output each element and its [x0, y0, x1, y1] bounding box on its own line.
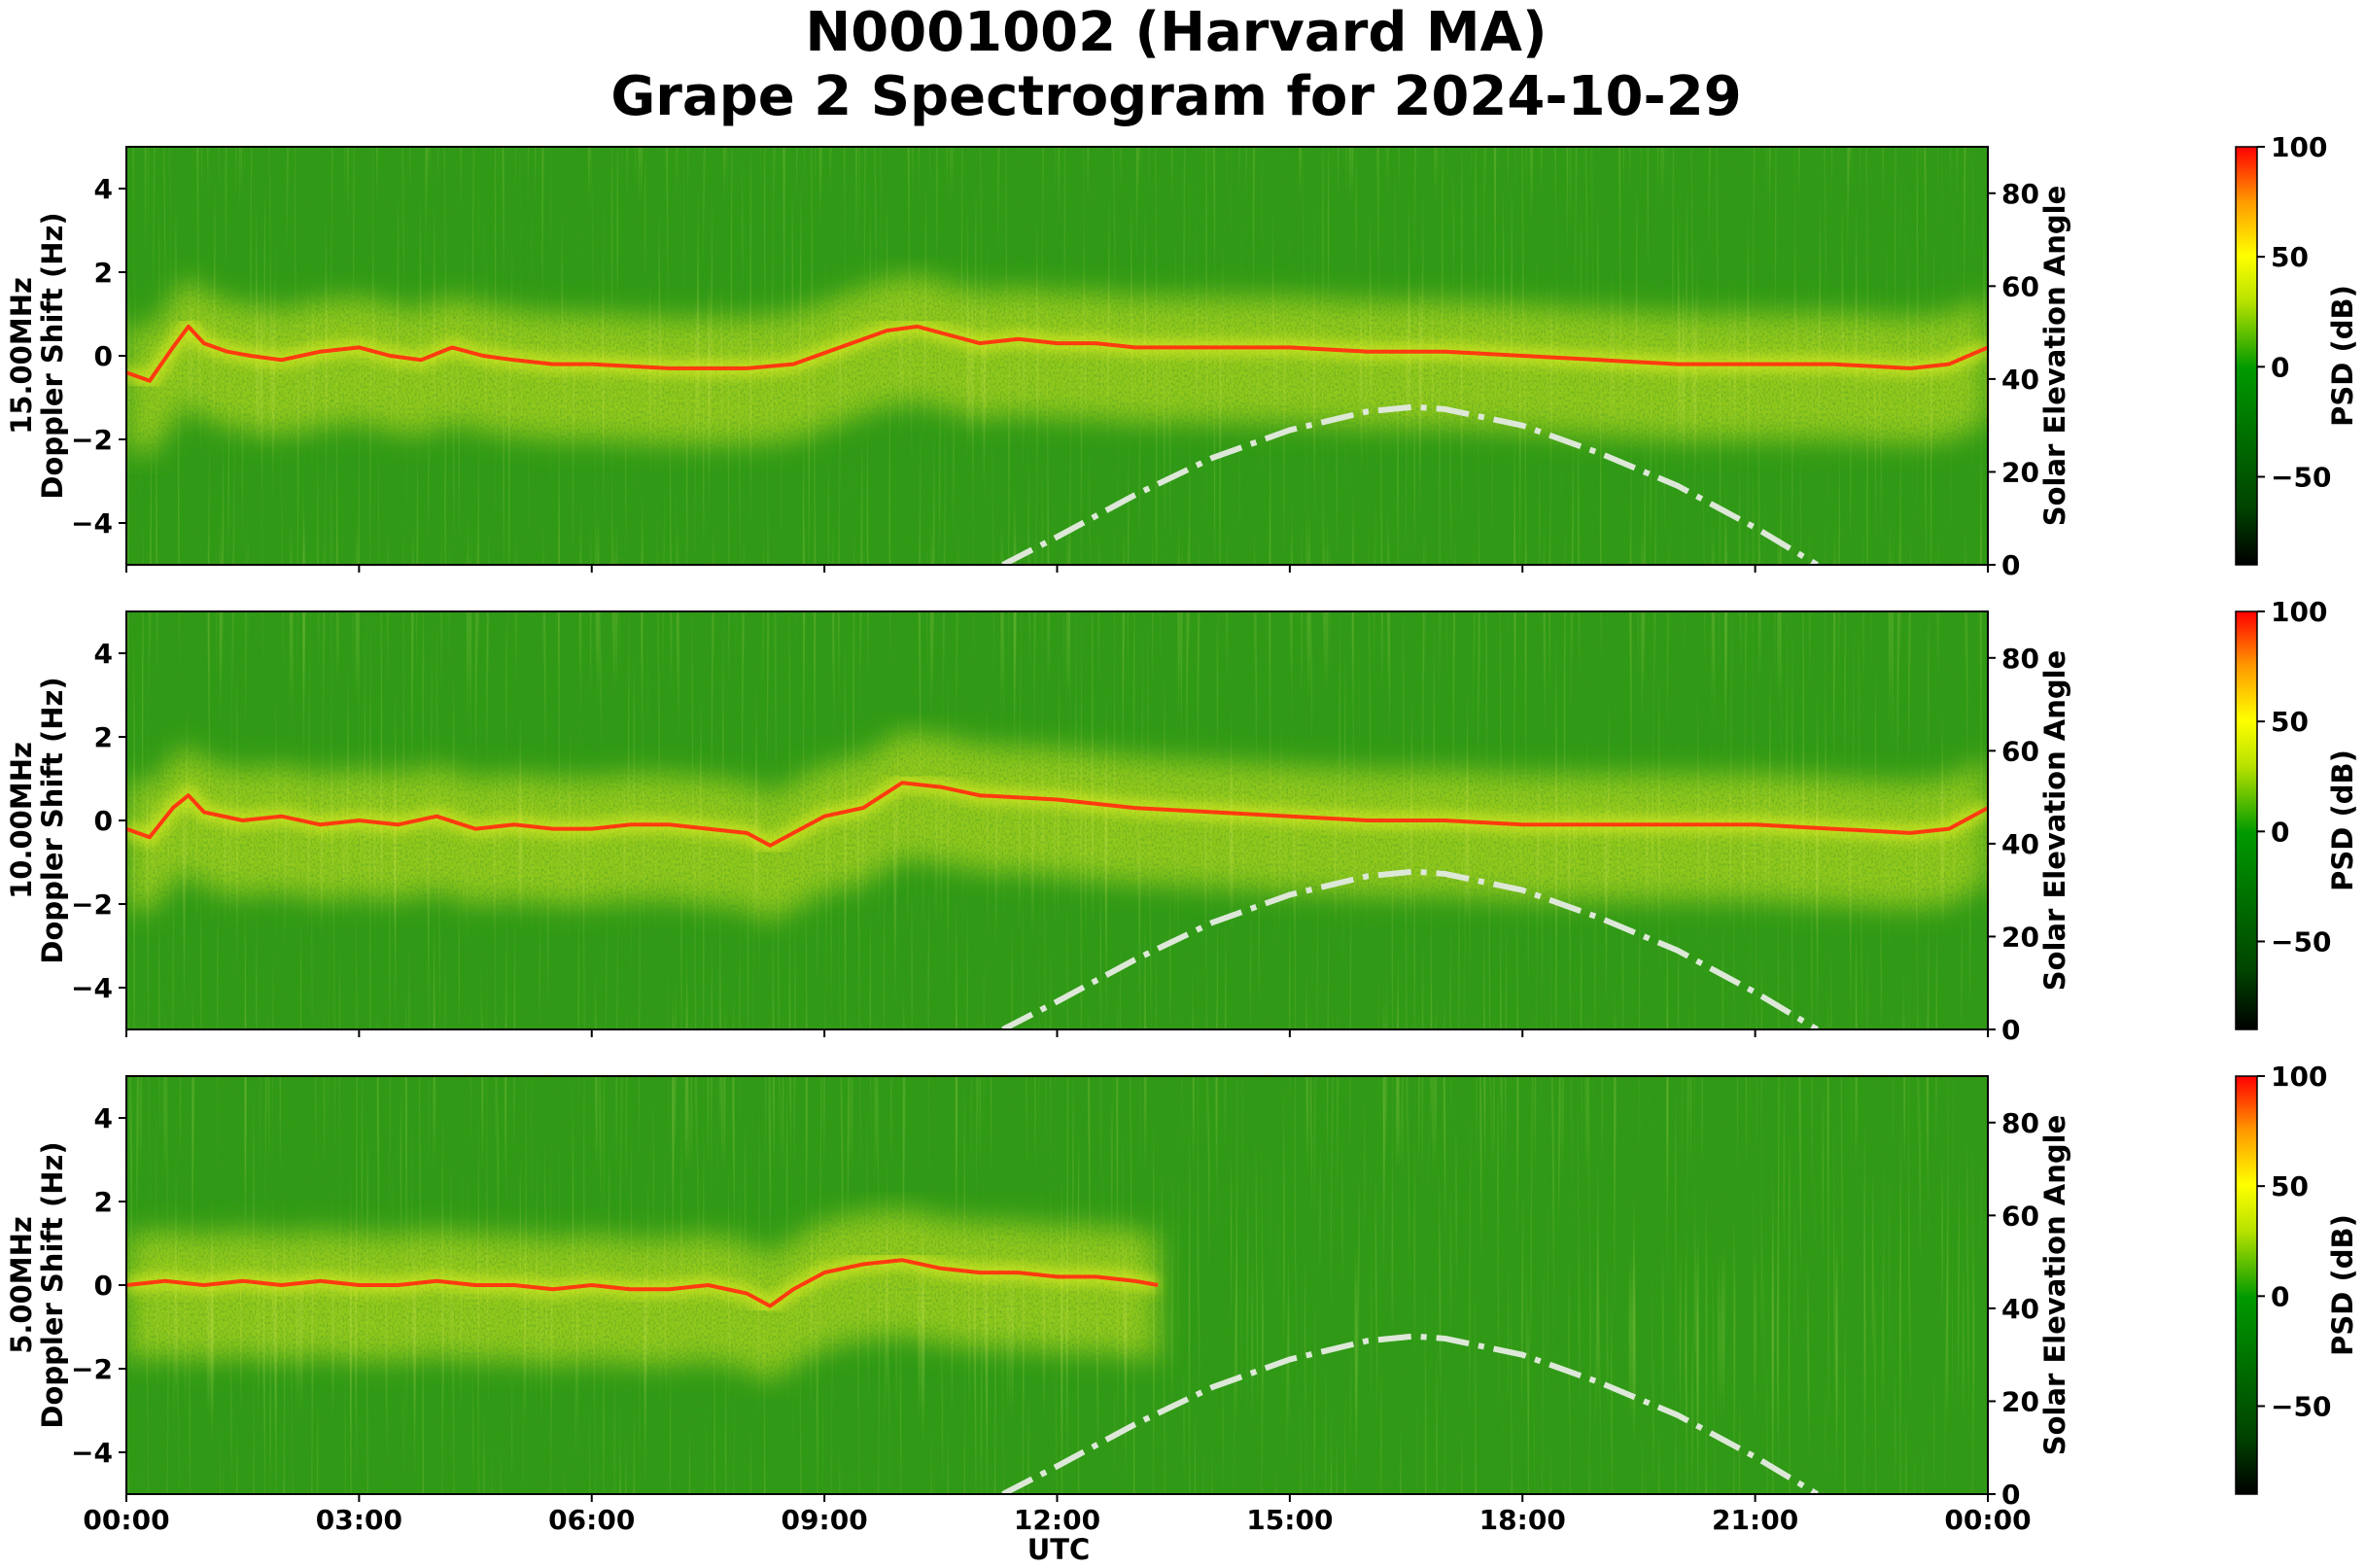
- y2-tick-label: 80: [2001, 1107, 2039, 1139]
- colorbar-label: PSD (dB): [2326, 285, 2359, 427]
- colorbar-tick-label: 50: [2271, 241, 2309, 273]
- y-tick-label: 0: [94, 1270, 113, 1302]
- y2-tick-label: 20: [2001, 1385, 2039, 1417]
- y2-axis-label: Solar Elevation Angle: [2038, 186, 2071, 527]
- x-tick-label: 06:00: [548, 1504, 635, 1536]
- heatmap: [126, 611, 1988, 1029]
- y-tick-label: 0: [94, 340, 113, 372]
- x-tick-label: 00:00: [83, 1504, 169, 1536]
- y2-tick-label: 40: [2001, 828, 2039, 860]
- y-tick-label: −4: [71, 972, 113, 1004]
- x-tick-label: 03:00: [316, 1504, 402, 1536]
- heatmap: [126, 147, 1988, 565]
- y-tick-label: −2: [71, 889, 113, 921]
- y2-axis-label: Solar Elevation Angle: [2038, 1115, 2071, 1456]
- doppler-trace: [126, 1258, 1159, 1308]
- y-tick-label: 4: [94, 638, 113, 670]
- y-axis-label: Doppler Shift (Hz): [36, 1141, 69, 1428]
- y2-tick-label: 0: [2001, 549, 2020, 581]
- y2-tick-label: 20: [2001, 456, 2039, 488]
- colorbar-tick-label: 50: [2271, 706, 2309, 738]
- y2-tick-label: 60: [2001, 270, 2039, 302]
- frequency-label: 15.00MHz: [5, 277, 38, 435]
- colorbar: −50 0 50 100 PSD (dB): [2235, 131, 2359, 566]
- y-tick-label: −4: [71, 1437, 113, 1469]
- y2-tick-label: 60: [2001, 735, 2039, 767]
- colorbar-label: PSD (dB): [2326, 749, 2359, 891]
- solar-elevation-curve: [1001, 1333, 1819, 1494]
- y-tick-label: −2: [71, 424, 113, 456]
- doppler-trace: [126, 781, 1988, 848]
- colorbar: −50 0 50 100 PSD (dB): [2235, 596, 2359, 1030]
- y2-tick-label: 80: [2001, 178, 2039, 210]
- x-axis-label: UTC: [1027, 1533, 1091, 1566]
- frequency-label: 10.00MHz: [5, 742, 38, 899]
- y2-tick-label: 40: [2001, 1293, 2039, 1325]
- y-tick-label: 4: [94, 1102, 113, 1134]
- heatmap: [126, 1076, 1988, 1494]
- figure-title-line2: Grape 2 Spectrogram for 2024-10-29: [610, 65, 1741, 128]
- colorbar-label: PSD (dB): [2326, 1214, 2359, 1356]
- colorbar-gradient: [2235, 610, 2258, 1030]
- x-tick-label: 15:00: [1246, 1504, 1333, 1536]
- x-tick-label: 18:00: [1479, 1504, 1566, 1536]
- y-tick-label: 2: [94, 1186, 113, 1218]
- colorbar-tick-label: −50: [2271, 461, 2331, 493]
- colorbar-gradient: [2235, 146, 2258, 566]
- y-tick-label: 2: [94, 721, 113, 753]
- solar-elevation-curve: [1001, 403, 1819, 565]
- x-tick-label: 21:00: [1712, 1504, 1798, 1536]
- y2-tick-label: 20: [2001, 921, 2039, 953]
- y2-tick-label: 0: [2001, 1014, 2020, 1046]
- y-tick-label: 2: [94, 257, 113, 289]
- y-tick-label: −2: [71, 1353, 113, 1385]
- x-tick-label: 09:00: [782, 1504, 868, 1536]
- colorbar-gradient: [2235, 1075, 2258, 1495]
- y-axis-label: Doppler Shift (Hz): [36, 212, 69, 499]
- y-tick-label: 4: [94, 173, 113, 205]
- y2-tick-label: 40: [2001, 364, 2039, 396]
- y2-tick-label: 80: [2001, 643, 2039, 675]
- colorbar-tick-label: 100: [2271, 1061, 2327, 1093]
- colorbar-tick-label: −50: [2271, 925, 2331, 958]
- y-tick-label: 0: [94, 805, 113, 837]
- x-tick-label: 00:00: [1944, 1504, 2031, 1536]
- colorbar-tick-label: −50: [2271, 1390, 2331, 1422]
- colorbar-tick-label: 0: [2271, 816, 2289, 848]
- x-tick-label: 12:00: [1014, 1504, 1100, 1536]
- doppler-trace: [126, 324, 1988, 383]
- y-axis-label: Doppler Shift (Hz): [36, 677, 69, 963]
- colorbar-tick-label: 0: [2271, 1280, 2289, 1312]
- y-tick-label: −4: [71, 507, 113, 540]
- y2-tick-label: 60: [2001, 1200, 2039, 1232]
- figure-title-line1: N0001002 (Harvard MA): [805, 1, 1547, 64]
- y2-axis-label: Solar Elevation Angle: [2038, 650, 2071, 992]
- colorbar-tick-label: 50: [2271, 1170, 2309, 1202]
- colorbar-tick-label: 100: [2271, 596, 2327, 628]
- colorbar-tick-label: 0: [2271, 351, 2289, 383]
- y2-tick-label: 0: [2001, 1479, 2020, 1511]
- colorbar: −50 0 50 100 PSD (dB): [2235, 1061, 2359, 1495]
- solar-elevation-curve: [1001, 868, 1819, 1029]
- colorbar-tick-label: 100: [2271, 131, 2327, 163]
- frequency-label: 5.00MHz: [5, 1216, 38, 1354]
